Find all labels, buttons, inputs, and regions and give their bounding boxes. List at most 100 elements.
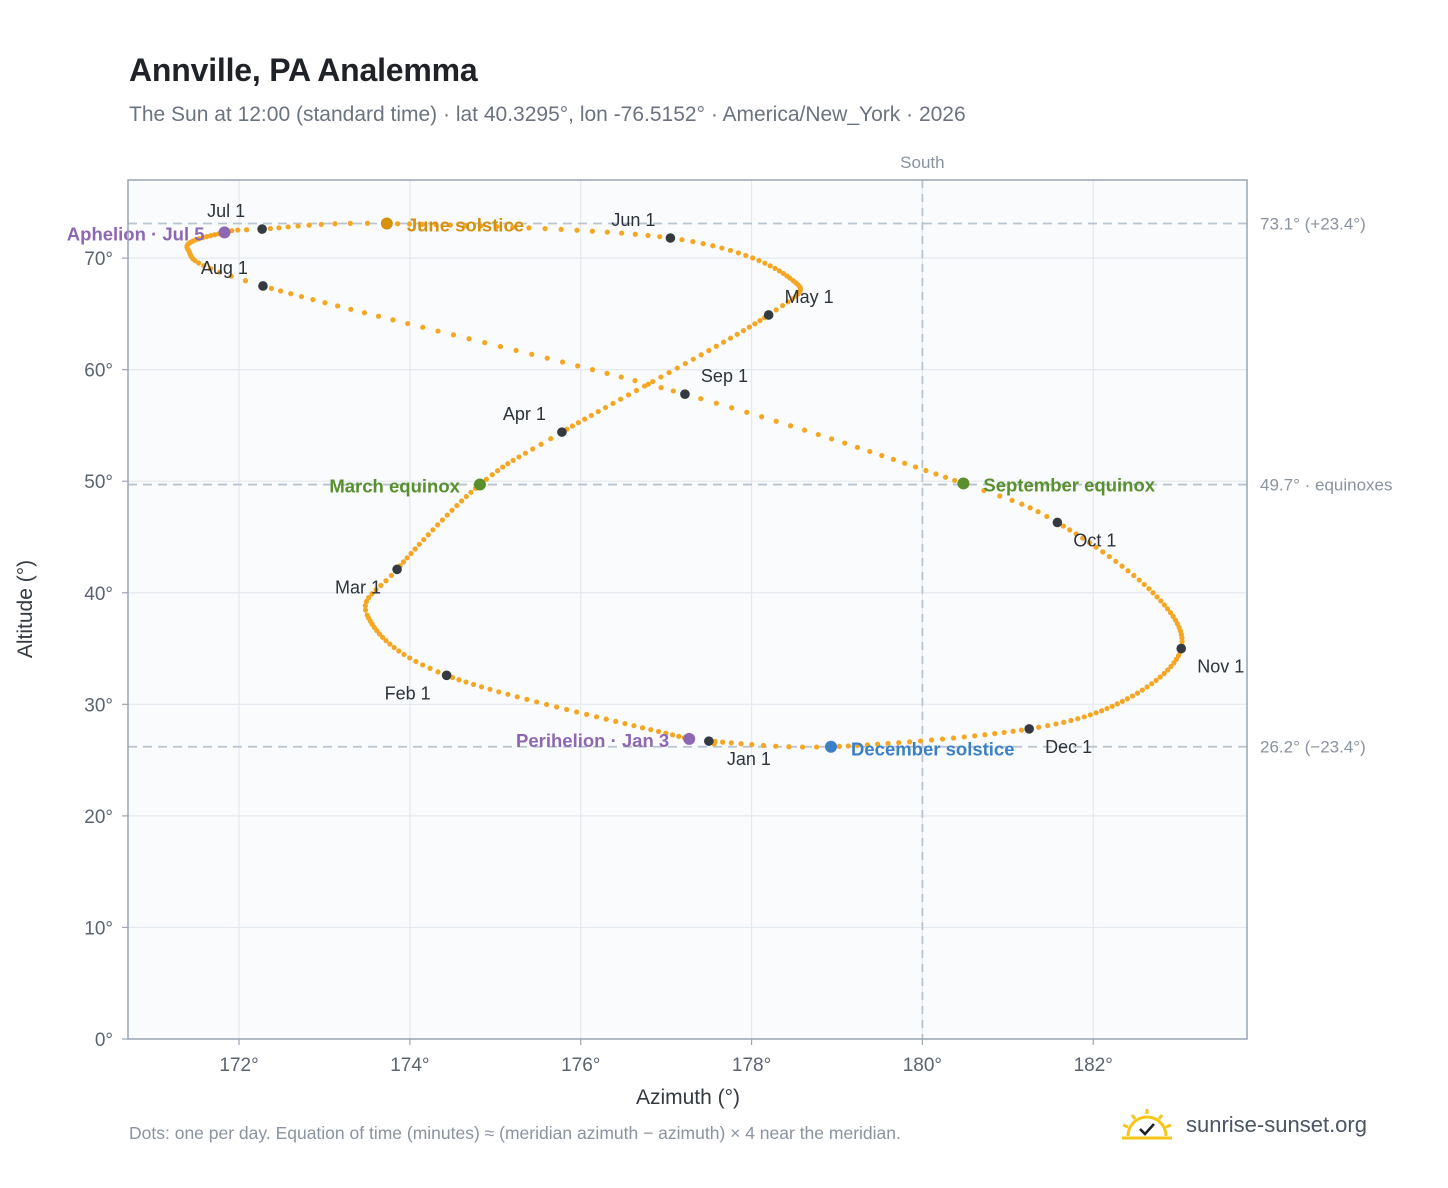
daily-sun-dot (217, 269, 223, 275)
daily-sun-dot (710, 243, 716, 249)
brand-logo[interactable]: sunrise-sunset.org (1120, 1103, 1367, 1147)
reference-line-label: 26.2° (−23.4°) (1260, 738, 1366, 757)
daily-sun-dot (1114, 701, 1120, 707)
daily-sun-dot (543, 701, 550, 708)
daily-sun-dot (420, 324, 426, 330)
daily-sun-dot (278, 288, 284, 294)
daily-sun-dot (335, 303, 341, 309)
daily-sun-dot (815, 431, 821, 438)
daily-sun-dot (412, 546, 418, 552)
daily-sun-dot (749, 742, 755, 748)
daily-sun-dot (1100, 549, 1106, 555)
daily-sun-dot (1157, 674, 1163, 680)
daily-sun-dot (773, 743, 779, 749)
daily-sun-dot (759, 414, 765, 420)
daily-sun-dot (416, 541, 422, 547)
daily-sun-dot (674, 365, 680, 371)
daily-sun-dot (727, 335, 734, 341)
month-marker-label: Feb 1 (385, 683, 431, 703)
daily-sun-dot (1161, 602, 1167, 608)
daily-sun-dot (364, 220, 371, 226)
daily-sun-dot (574, 709, 580, 715)
month-marker-label: Jul 1 (207, 201, 245, 221)
daily-sun-dot (468, 489, 474, 495)
daily-sun-dot (698, 352, 704, 358)
daily-sun-dot (390, 317, 396, 323)
daily-sun-dot (728, 740, 734, 746)
daily-sun-dot (1061, 719, 1067, 725)
event-label: Aphelion · Jul 5 (67, 223, 205, 244)
daily-sun-dot (1119, 563, 1125, 569)
daily-sun-dot (427, 665, 433, 671)
daily-sun-dot (383, 578, 389, 584)
daily-sun-dot (1093, 710, 1099, 716)
daily-sun-dot (1139, 687, 1145, 693)
daily-sun-dot (425, 532, 431, 538)
daily-sun-dot (997, 493, 1003, 499)
chart-title: Annville, PA Analemma (129, 52, 478, 88)
daily-sun-dot (1129, 693, 1136, 699)
footnote: Dots: one per day. Equation of time (min… (129, 1123, 901, 1143)
daily-sun-dot (618, 396, 624, 402)
daily-sun-dot (864, 742, 870, 748)
daily-sun-dot (1035, 509, 1041, 515)
daily-sun-dot (952, 477, 958, 484)
daily-sun-dot (196, 260, 202, 266)
y-tick-label: 0° (95, 1030, 113, 1051)
daily-sun-dot (658, 374, 664, 380)
daily-sun-dot (524, 696, 530, 702)
month-marker (258, 281, 268, 291)
daily-sun-dot (383, 638, 389, 644)
daily-sun-dot (663, 730, 669, 736)
daily-sun-dot (669, 732, 676, 738)
daily-sun-dot (602, 404, 609, 411)
daily-sun-dot (513, 347, 519, 354)
daily-sun-dot (466, 336, 472, 342)
daily-sun-dot (396, 648, 402, 654)
daily-sun-dot (542, 226, 548, 232)
daily-sun-dot (285, 224, 291, 230)
daily-sun-dot (593, 714, 600, 720)
event-markers: June solstice December solstice March equi… (67, 215, 1156, 760)
daily-sun-dot (1170, 613, 1176, 619)
daily-sun-dot (1104, 705, 1110, 712)
daily-sun-dot (740, 328, 747, 334)
daily-sun-dot (632, 231, 638, 237)
month-marker (763, 310, 774, 320)
daily-sun-dot (584, 711, 590, 718)
daily-sun-dot (666, 369, 672, 376)
daily-sun-dot (378, 582, 384, 589)
daily-sun-dot (776, 268, 783, 274)
daily-sun-dot (879, 452, 885, 459)
daily-sun-dot (750, 255, 756, 261)
month-marker-label: Nov 1 (1197, 657, 1244, 677)
daily-sun-dot (361, 310, 368, 316)
daily-sun-dot (1053, 721, 1059, 727)
daily-sun-dot (727, 247, 734, 254)
daily-sun-dot (767, 263, 773, 269)
daily-sun-dot (420, 662, 426, 668)
daily-sun-dot (738, 741, 744, 747)
daily-sun-dot (514, 694, 520, 700)
daily-sun-dot (676, 733, 682, 739)
daily-sun-dot (657, 234, 663, 240)
daily-sun-dot (752, 321, 758, 327)
daily-sun-dot (1131, 572, 1137, 579)
daily-sun-dot (595, 408, 601, 415)
y-axis-label: Altitude (°) (14, 560, 37, 658)
daily-sun-dot (288, 291, 294, 297)
daily-sun-dot (1073, 531, 1079, 537)
daily-sun-dot (1164, 606, 1171, 612)
daily-sun-dot (622, 720, 628, 727)
daily-sun-dot (516, 454, 522, 460)
daily-sun-dot (1086, 540, 1093, 546)
daily-sun-dot (992, 730, 998, 737)
daily-sun-dot (690, 356, 696, 362)
daily-sun-dot (267, 225, 273, 232)
daily-sun-dot (322, 300, 328, 306)
month-marker-label: Sep 1 (701, 366, 748, 386)
daily-sun-dot (1125, 568, 1131, 574)
daily-sun-dot (836, 743, 842, 749)
daily-sun-dot (1167, 610, 1174, 616)
event-label: December solstice (851, 739, 1015, 760)
